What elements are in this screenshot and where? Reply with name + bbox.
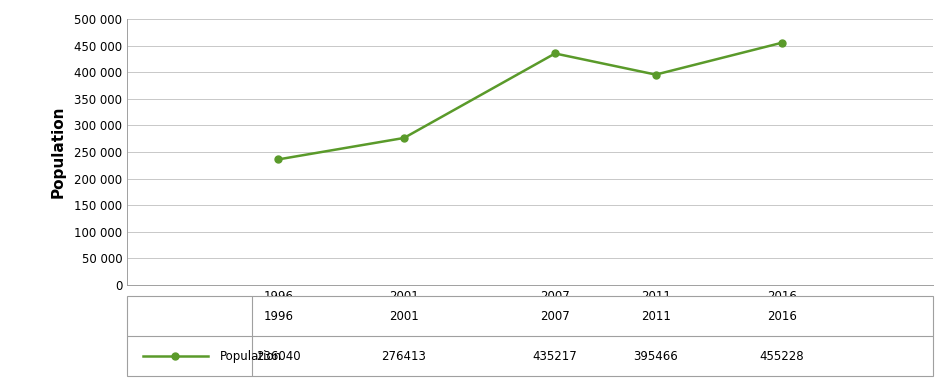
Y-axis label: Population: Population <box>51 106 66 198</box>
Text: Population: Population <box>219 350 282 363</box>
Text: 2011: 2011 <box>641 310 671 323</box>
Text: 236040: 236040 <box>256 350 300 363</box>
Text: 2007: 2007 <box>540 310 570 323</box>
Text: 2016: 2016 <box>767 310 797 323</box>
Text: 276413: 276413 <box>382 350 427 363</box>
Text: 455228: 455228 <box>759 350 804 363</box>
Text: 1996: 1996 <box>263 310 293 323</box>
Text: 435217: 435217 <box>532 350 577 363</box>
Text: 395466: 395466 <box>633 350 678 363</box>
Text: 2001: 2001 <box>389 310 419 323</box>
